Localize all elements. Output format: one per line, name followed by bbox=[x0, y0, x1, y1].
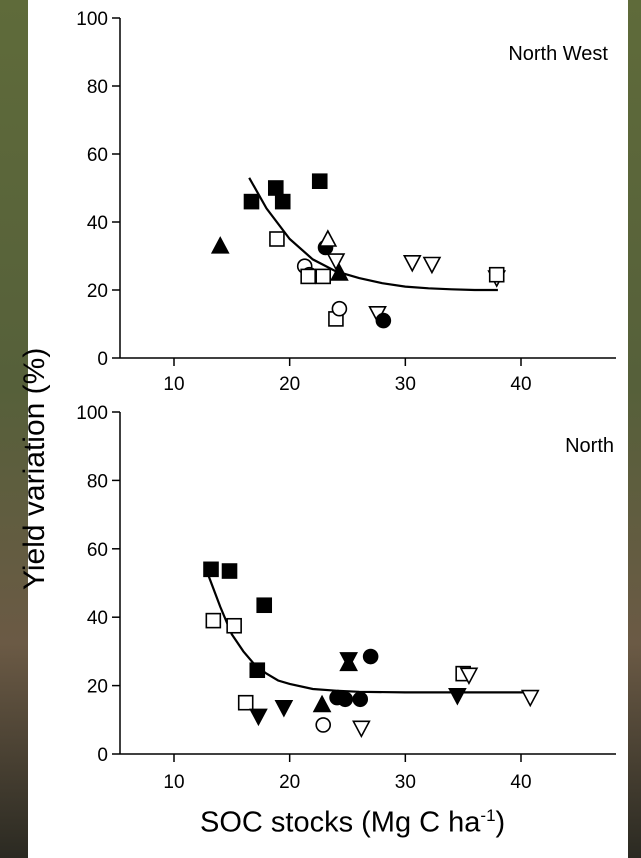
data-point-square-filled bbox=[256, 597, 273, 614]
x-tick-label: 30 bbox=[395, 772, 416, 793]
y-tick-label: 0 bbox=[97, 349, 108, 370]
y-tick-label: 60 bbox=[87, 145, 108, 166]
data-point-square-filled bbox=[274, 193, 291, 210]
data-point-circle-open bbox=[315, 717, 332, 733]
data-point-square-filled bbox=[221, 563, 238, 579]
data-point-square-open bbox=[315, 268, 332, 285]
y-tick-label: 80 bbox=[87, 471, 108, 492]
panel-title: North West bbox=[508, 43, 608, 65]
data-point-square-open bbox=[488, 266, 505, 283]
x-tick-label: 20 bbox=[279, 374, 300, 395]
chart-north: 0 20 40 60 80 100 10 20 30 40 North bbox=[76, 403, 616, 793]
x-tick-label: 20 bbox=[279, 772, 300, 793]
x-tick-label: 40 bbox=[510, 772, 531, 793]
x-axis-label-sup: -1 bbox=[480, 806, 496, 825]
data-point-triangle-down-filled bbox=[274, 700, 294, 718]
data-point-triangle-down-open bbox=[326, 253, 346, 271]
data-point-triangle-down-open bbox=[352, 720, 371, 739]
data-point-triangle-up-filled bbox=[339, 653, 358, 672]
x-tick-label: 10 bbox=[163, 772, 184, 793]
data-point-square-filled bbox=[267, 180, 284, 196]
x-tick-label: 40 bbox=[510, 374, 531, 395]
data-point-circle-filled bbox=[362, 648, 379, 665]
data-point-square-filled bbox=[249, 662, 266, 679]
data-point-circle-filled bbox=[337, 691, 353, 708]
y-tick-label: 100 bbox=[76, 403, 108, 424]
data-point-circle-open bbox=[331, 300, 348, 317]
x-axis-label-tail: ) bbox=[495, 806, 506, 839]
fit-curve bbox=[248, 177, 498, 292]
data-point-circle-filled bbox=[375, 312, 392, 329]
data-point-triangle-down-filled bbox=[249, 708, 268, 727]
data-point-square-filled bbox=[203, 561, 219, 578]
data-point-triangle-down-open bbox=[520, 689, 540, 708]
y-tick-label: 40 bbox=[87, 608, 108, 629]
data-point-triangle-down-filled bbox=[448, 688, 467, 706]
data-point-triangle-up-open bbox=[318, 229, 338, 247]
data-point-square-open bbox=[226, 617, 242, 634]
x-axis-label: SOC stocks (Mg C ha-1) bbox=[200, 806, 505, 840]
y-tick-label: 0 bbox=[97, 745, 108, 766]
data-point-triangle-up-filled bbox=[312, 694, 332, 713]
data-point-triangle-down-open bbox=[459, 667, 479, 686]
y-tick-label: 40 bbox=[87, 213, 108, 234]
y-tick-label: 100 bbox=[76, 9, 108, 30]
data-point-square-open bbox=[237, 694, 254, 711]
data-point-square-open bbox=[300, 268, 316, 285]
x-tick-label: 30 bbox=[395, 374, 416, 395]
panel-title: North bbox=[565, 435, 614, 457]
data-point-triangle-up-filled bbox=[210, 236, 230, 254]
data-point-square-open bbox=[269, 231, 285, 247]
chart-north-west: 0 20 40 60 80 100 10 20 30 40 North West bbox=[76, 9, 616, 395]
data-point-triangle-down-open bbox=[422, 256, 442, 275]
fit-curve bbox=[207, 575, 533, 694]
y-tick-label: 20 bbox=[87, 677, 108, 698]
x-tick-label: 10 bbox=[163, 374, 184, 395]
x-axis-label-main: SOC stocks (Mg C ha bbox=[200, 806, 481, 839]
data-point-circle-filled bbox=[352, 691, 369, 708]
data-point-square-filled bbox=[243, 193, 260, 210]
data-point-triangle-up-filled bbox=[330, 263, 349, 281]
y-tick-label: 20 bbox=[87, 281, 108, 302]
y-tick-label: 80 bbox=[87, 77, 108, 98]
white-backdrop bbox=[28, 0, 628, 858]
y-axis-label: Yield variation (%) bbox=[18, 347, 51, 590]
data-point-triangle-down-open bbox=[402, 255, 422, 273]
data-point-square-filled bbox=[311, 173, 328, 189]
y-tick-label: 60 bbox=[87, 540, 108, 561]
data-point-square-open bbox=[205, 612, 222, 629]
